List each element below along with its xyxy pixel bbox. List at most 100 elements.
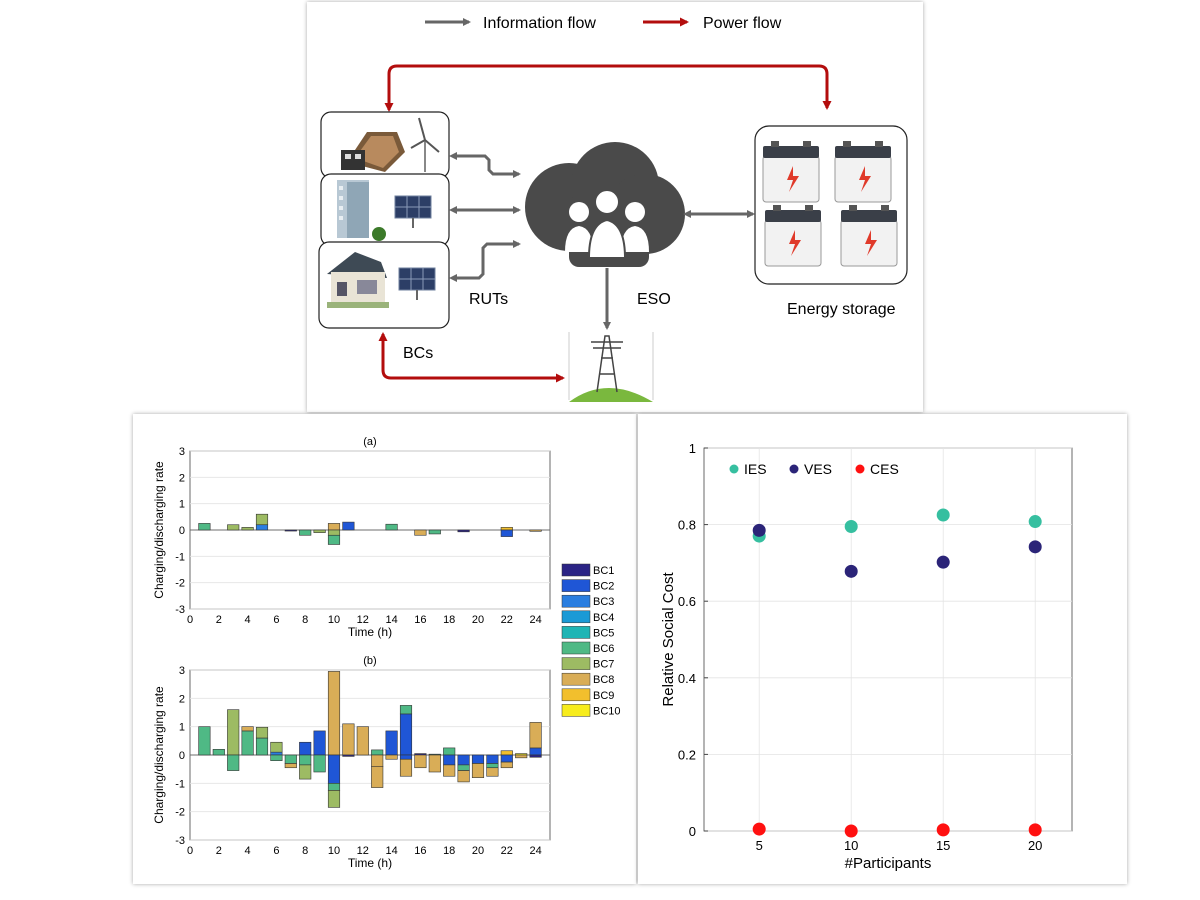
bar-segment-bc7 [327,529,341,536]
bcs-label: BCs [403,345,433,362]
bar-segment-bc7 [327,790,341,808]
y-tick-label: 0 [689,824,696,839]
y-tick-label: -3 [175,604,185,616]
y-tick-label: 3 [179,665,185,677]
bar-segment-bc6 [327,783,341,791]
x-axis-label: #Participants [845,855,932,872]
energy-storage-label: Energy storage [787,301,896,318]
y-axis-label: Charging/discharging rate [152,461,166,599]
x-tick-label: 24 [529,614,541,626]
bc-legend: BC1 BC2 BC3 BC4 BC5 BC6 BC7 BC8 BC9 BC10 [557,557,631,725]
bar-segment-bc6 [198,726,211,756]
bar-segment-bc8 [428,754,441,773]
legend-entry: BC8 [593,674,614,686]
y-tick-label: 3 [179,446,185,458]
eso-label: ESO [637,291,671,308]
bar-segment-bc6 [241,730,254,756]
point-ces [752,822,766,836]
x-tick-label: 12 [357,614,369,626]
bar-segment-bc6 [399,705,413,715]
legend-marker [729,464,739,474]
bar-segment-bc6 [313,754,326,773]
legend-marker [855,464,865,474]
legend-swatch [561,579,591,592]
point-ces [844,824,858,838]
y-tick-label: 0.4 [678,671,696,686]
x-axis-label: Time (h) [348,856,392,870]
x-tick-label: 6 [273,845,279,857]
legend-swatch [561,704,591,717]
legend-entry: BC5 [593,627,614,639]
bar-segment-bc8 [342,723,355,756]
bar-segment-bc2 [529,747,542,756]
bar-segment-bc2 [342,521,355,531]
bc-group [318,111,450,329]
bar-segment-bc8 [241,726,254,732]
x-tick-label: 16 [414,845,426,857]
y-tick-label: -3 [175,835,185,847]
bar-segment-bc3 [255,524,269,531]
bar-segment-bc7 [255,513,269,526]
x-axis-label: Time (h) [348,625,392,639]
system-diagram-panel: Information flow Power flow [307,2,923,412]
bar-segment-bc6 [198,523,211,531]
y-tick-label: 0 [179,750,185,762]
x-tick-label: 8 [302,614,308,626]
legend-swatch [561,626,591,639]
battery-icon [834,141,892,203]
power-flow-label: Power flow [703,15,782,32]
bar-segment-bc8 [443,764,456,777]
y-tick-label: -2 [175,807,185,819]
y-tick-label: -1 [175,551,185,563]
battery-icon [762,141,820,203]
chart-title: (a) [363,436,376,448]
flow-legend: Information flow Power flow [425,15,782,32]
bar-segment-bc6 [327,534,341,545]
bar-segment-bc6 [270,754,283,761]
bar-segment-bc3 [270,751,283,756]
y-axis-label: Charging/discharging rate [152,686,166,824]
legend-entry: BC4 [593,612,614,624]
bar-segment-bc8 [327,523,341,531]
legend-swatch [561,594,591,608]
x-tick-label: 22 [501,845,513,857]
point-ves [844,564,858,578]
x-tick-label: 14 [385,614,397,626]
legend-swatch [561,641,591,655]
legend-swatch [561,563,591,577]
bar-segment-bc6 [284,754,297,764]
point-ves [752,523,766,537]
bar-segment-bc2 [486,754,499,764]
x-tick-label: 4 [245,845,251,857]
x-tick-label: 14 [385,845,397,857]
legend-entry: BC9 [593,690,614,702]
house-solar-icon [327,252,436,308]
y-tick-label: 0 [179,525,185,537]
point-ves [1028,540,1042,554]
x-tick-label: 18 [443,845,455,857]
y-tick-label: 1 [179,499,185,511]
x-tick-label: 5 [756,838,763,853]
bar-segment-bc8 [486,767,499,777]
bar-segment-bc1 [457,529,470,533]
x-tick-label: 24 [529,845,541,857]
legend-entry: IES [744,461,767,477]
bar-segment-bc2 [471,754,485,764]
x-tick-label: 4 [245,614,251,626]
bar-segment-bc6 [428,529,441,535]
legend-entry: BC3 [593,596,614,608]
legend-entry: BC2 [593,581,614,593]
power-flow-bottom-line [381,336,565,383]
bar-segment-bc6 [299,754,312,766]
chart-title: (b) [363,655,376,667]
bar-segment-bc8 [385,754,398,760]
bar-segment-bc9 [500,750,513,756]
x-tick-label: 0 [187,845,193,857]
info-arrow-bc3-icon [449,240,521,282]
eso-cloud-icon [525,142,685,267]
bar-segment-bc8 [371,766,384,788]
battery-icon [764,205,822,267]
bar-segment-bc6 [385,523,398,531]
